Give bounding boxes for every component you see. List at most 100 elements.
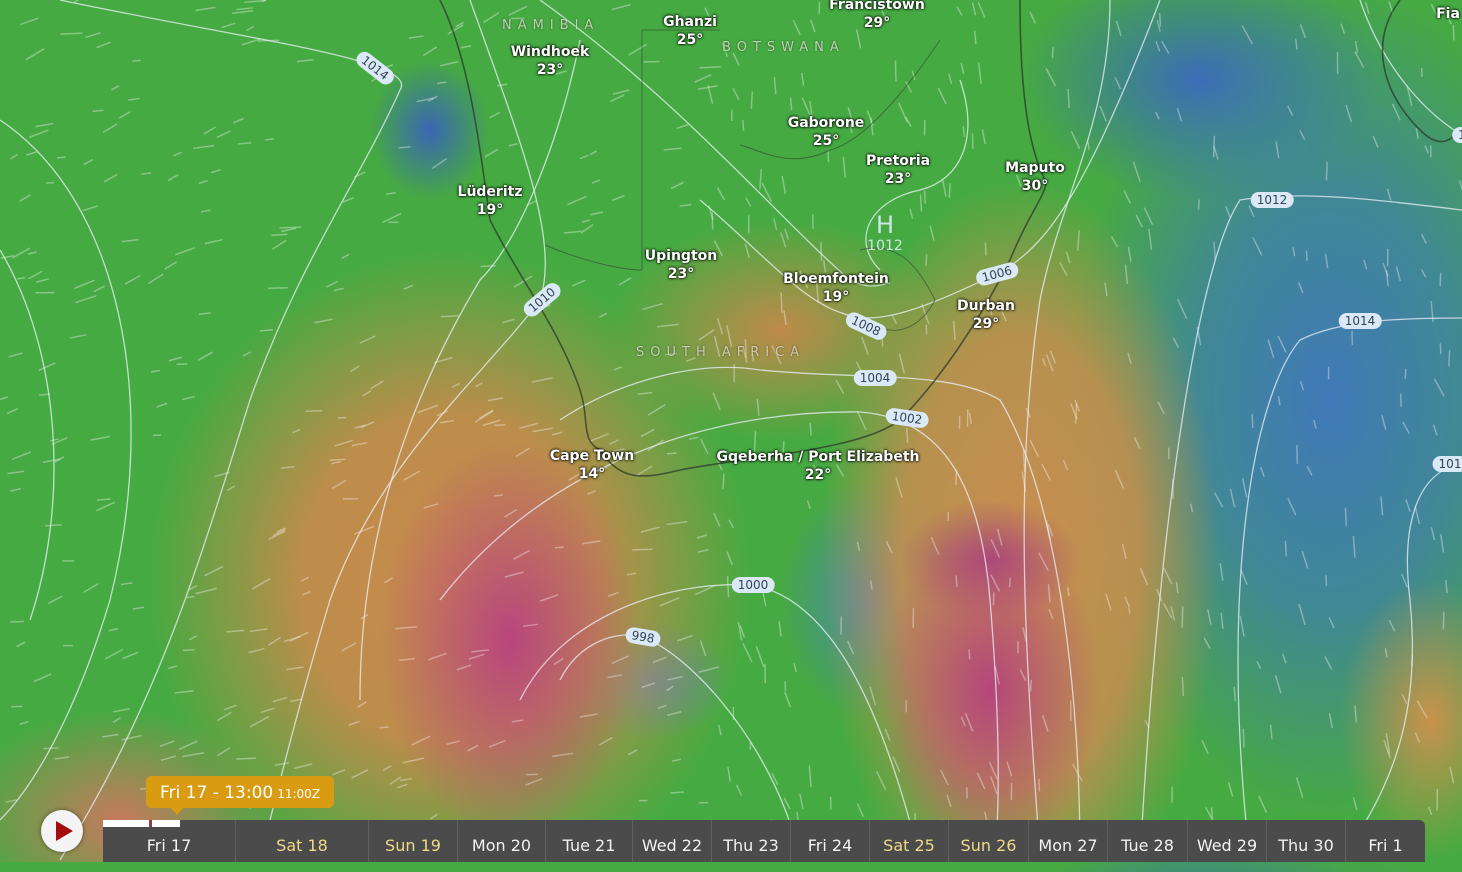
timeline-day[interactable]: Mon 20 (457, 820, 545, 862)
wind-streak (204, 127, 216, 134)
wind-streak (1297, 777, 1303, 797)
city-temp: 23° (511, 61, 590, 79)
wind-streak (641, 527, 660, 532)
wind-streak (358, 702, 367, 707)
wind-streak (781, 232, 786, 247)
timeline-day[interactable]: Fri 24 (790, 820, 869, 862)
wind-streak (671, 182, 683, 188)
wind-streak (540, 595, 558, 601)
timeline-day[interactable]: Fri 17 (103, 820, 235, 862)
wind-streak (821, 242, 822, 260)
isobar (1238, 318, 1462, 860)
isobar (520, 585, 920, 860)
wind-streak (1393, 104, 1401, 120)
wind-streak (45, 525, 62, 526)
wind-streak (397, 784, 407, 787)
wind-streak (956, 575, 957, 587)
wind-streak (11, 154, 18, 159)
timeline-day[interactable]: Sat 18 (235, 820, 368, 862)
wind-streak (677, 636, 692, 641)
wind-streak (1088, 142, 1089, 150)
wind-streak (843, 157, 845, 178)
timeline-day[interactable]: Sun 19 (368, 820, 457, 862)
wind-streak (504, 510, 516, 517)
wind-streak (509, 6, 527, 15)
wind-streak (991, 776, 997, 794)
wind-streak (334, 288, 344, 290)
wind-streak (938, 88, 946, 104)
timeline-day[interactable]: Tue 28 (1107, 820, 1187, 862)
wind-streak (238, 143, 251, 144)
wind-streak (330, 459, 346, 460)
isobar (0, 250, 54, 620)
wind-streak (1428, 807, 1431, 815)
wind-streak (1171, 607, 1174, 621)
wind-streak (870, 687, 875, 705)
timeline-day[interactable]: Thu 30 (1266, 820, 1345, 862)
wind-streak (760, 169, 761, 189)
wind-streak (1204, 638, 1210, 649)
wind-streak (1115, 470, 1123, 489)
wind-streak (1252, 414, 1253, 428)
wind-streak (1405, 369, 1406, 379)
wind-streak (371, 381, 384, 389)
timeline-day[interactable]: Wed 29 (1187, 820, 1266, 862)
wind-streak (1306, 251, 1307, 261)
wind-streak (784, 798, 790, 809)
timeline-day[interactable]: Thu 23 (711, 820, 790, 862)
wind-streak (148, 274, 163, 283)
wind-streak (519, 423, 538, 428)
high-pressure-marker: H 1012 (867, 212, 903, 254)
isobar (0, 120, 131, 820)
wind-streak (196, 588, 217, 593)
wind-streak (642, 683, 655, 688)
wind-streak (271, 234, 287, 235)
wind-streak (582, 541, 600, 544)
wind-streak (96, 502, 114, 510)
timeline-day[interactable]: Mon 27 (1028, 820, 1107, 862)
wind-streak (532, 378, 553, 382)
wind-streak (1356, 41, 1358, 53)
timeline-day[interactable]: Fri 1 (1345, 820, 1425, 862)
city-label[interactable]: Fia (1436, 5, 1460, 23)
timeline-day[interactable]: Sun 26 (948, 820, 1028, 862)
city-name: Durban (957, 297, 1015, 315)
wind-streak (774, 218, 777, 230)
wind-streak (1402, 574, 1408, 587)
wind-streak (512, 720, 524, 722)
wind-streak (660, 598, 679, 606)
wind-streak (1386, 648, 1387, 657)
wind-streak (782, 176, 785, 194)
wind-streak (97, 499, 111, 500)
wind-streak (1136, 215, 1142, 227)
wind-streak (205, 566, 223, 575)
timeline-day[interactable]: Tue 21 (545, 820, 632, 862)
wind-streak (701, 640, 706, 656)
timeline-day[interactable]: Sat 25 (869, 820, 948, 862)
city-name: Fia (1436, 5, 1460, 23)
wind-streak (658, 705, 667, 708)
wind-streak (399, 659, 415, 661)
wind-streak (794, 663, 796, 672)
wind-streak (1271, 725, 1272, 739)
play-button[interactable] (41, 810, 83, 852)
wind-streak (664, 148, 682, 150)
wind-streak (1259, 796, 1267, 813)
wind-streak (1314, 420, 1316, 429)
wind-streak (1164, 603, 1172, 618)
timeline-day[interactable]: Wed 22 (632, 820, 711, 862)
